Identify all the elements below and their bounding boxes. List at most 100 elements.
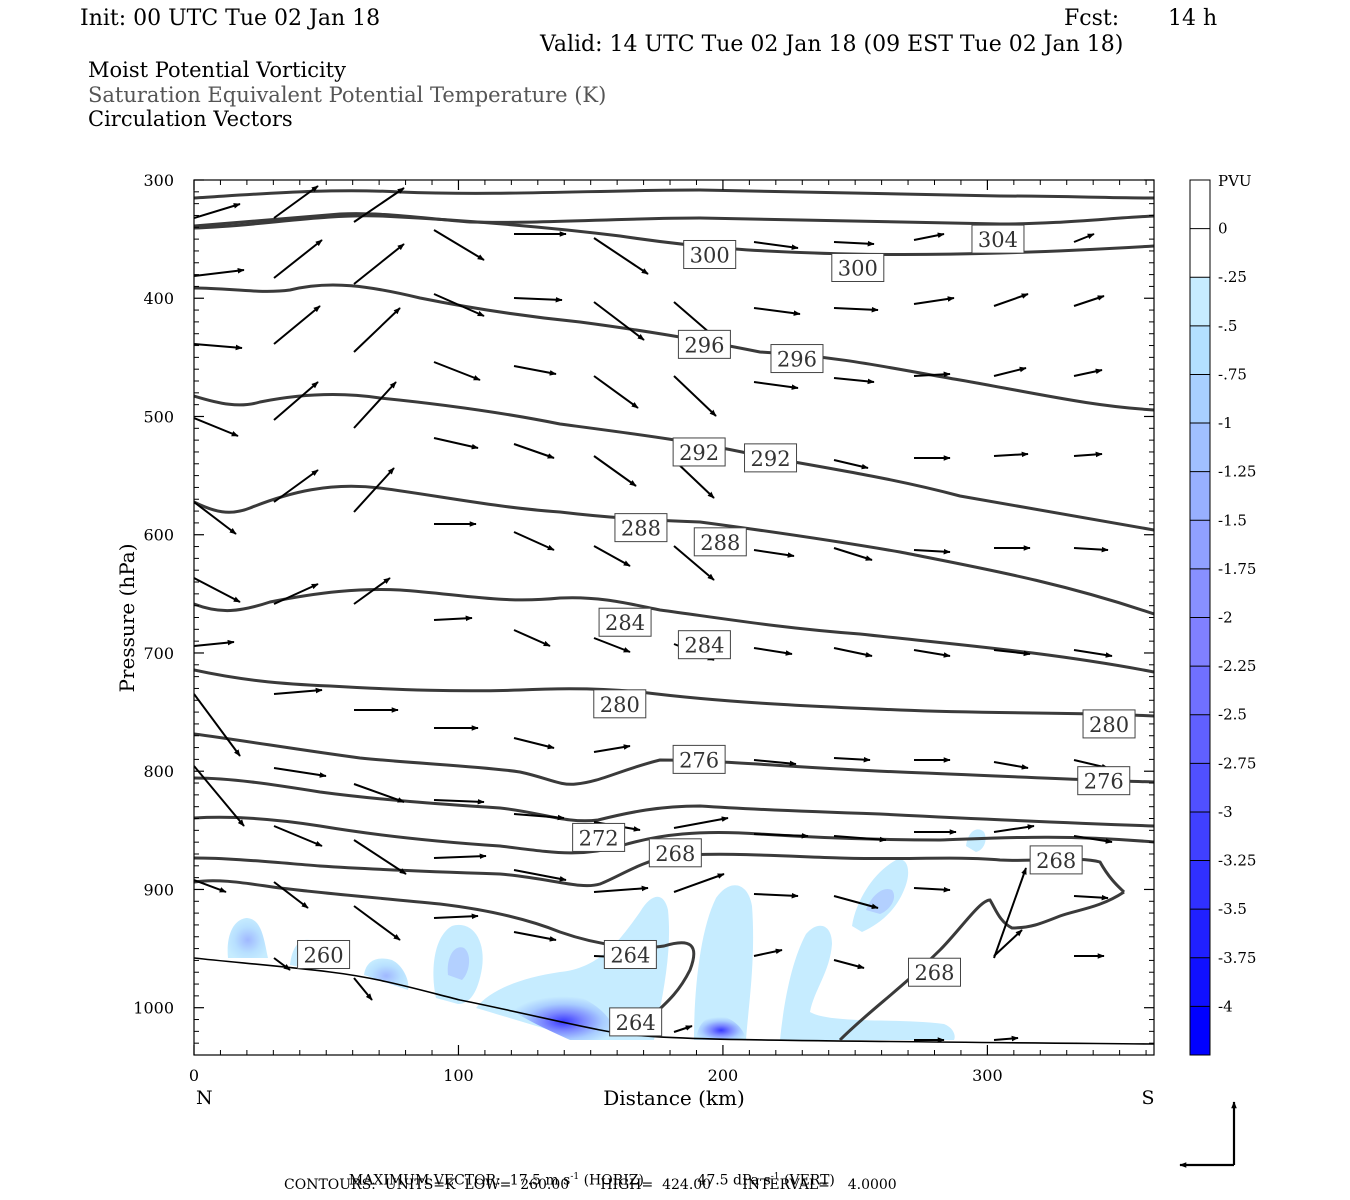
colorbar-swatch [1190,277,1210,327]
wind-vector-arrow [1073,233,1095,243]
wind-vector-arrow [833,377,875,385]
wind-vector-arrow [993,824,1035,833]
colorbar-label: -3.25 [1218,852,1256,870]
wind-vector-arrow [993,1035,1019,1042]
colorbar-label: -2 [1218,609,1233,627]
wind-vector-arrow [833,756,871,763]
contour-label-text: 276 [679,748,719,772]
contour-label-text: 288 [621,517,661,541]
wind-vector-arrow [833,306,879,313]
pv-area-5 [447,947,470,980]
wind-vector-arrow [753,307,801,316]
colorbar-label: -2.25 [1218,657,1256,675]
colorbar-label: -3.5 [1218,900,1247,918]
wind-vector-arrow [194,693,241,757]
x-end-left: N [196,1087,213,1109]
contour-label-text: 260 [304,943,344,967]
colorbar-label: -.25 [1218,268,1247,286]
wind-vector-arrow [353,783,405,803]
colorbar-swatch [1190,860,1210,910]
wind-vector-arrow [513,296,563,303]
contour-label: 300 [683,239,737,269]
wind-vector-arrow [753,647,793,656]
wind-vector-arrow [753,832,809,839]
horiz-tag: (HORIZ) [583,1172,644,1189]
wind-vector-arrow [753,759,797,767]
wind-vector-arrow [273,957,291,971]
contour-label: 264 [609,1007,663,1037]
wind-vector-arrow [1073,295,1105,307]
contour-label-text: 280 [1089,713,1129,737]
contour-label: 280 [593,689,647,719]
contour-label-box [648,838,702,868]
colorbar-swatch [1190,811,1210,862]
pv-area-13 [966,829,986,852]
wind-vector-arrow [833,240,875,247]
wind-vector-arrow [433,293,485,317]
wind-vector-arrow [753,549,795,558]
contour-label: 260 [297,939,351,969]
colorbar-swatch [1190,617,1210,667]
contour-label-box [603,939,657,969]
colorbar-swatch [1190,763,1210,813]
wind-vector-arrow [353,467,395,513]
colorbar-swatch [1190,666,1210,716]
contour-label-box [609,1007,663,1037]
wind-vector-arrow [513,869,567,882]
wind-vector-arrow [194,879,227,893]
colorbar-label: -1.75 [1218,560,1256,578]
wind-vector-arrow [353,187,405,223]
contour-label: 268 [907,957,961,987]
contour-label-box [297,939,351,969]
y-tick-label: 1000 [133,999,174,1018]
wind-vector-arrow [993,293,1029,307]
wind-vector-arrow [194,577,241,603]
contour-label-box [1029,845,1083,875]
contour-label-text: 284 [605,611,645,635]
wind-vector-arrow [753,892,799,899]
pv-area-8 [694,885,754,1040]
wind-vector-arrow [753,381,799,390]
contour-label-text: 300 [690,243,730,267]
contour-label: 276 [672,744,726,774]
wind-vector-arrow [513,813,565,821]
wind-vector-arrow [833,959,865,970]
colorbar-swatch [1190,909,1210,959]
contour-label: 288 [693,527,747,557]
contour-label-text: 296 [777,348,817,372]
wind-vector-arrow [513,365,557,376]
wind-vector-arrow [1073,894,1109,901]
x-tick-label: 0 [189,1066,199,1085]
wind-vector-arrow [913,371,951,378]
wind-vector-arrow [353,381,397,429]
wind-vector-arrow [353,243,405,285]
wind-vector-arrow [273,825,323,847]
contour-label-text: 268 [914,961,954,985]
contour-line [194,776,1154,828]
contour-line [194,668,1154,718]
wind-vector-arrow [833,459,869,470]
wind-vector-arrow [273,185,319,219]
contour-line [194,212,1154,228]
wind-vector-arrow [194,765,245,827]
title-theta-es: Saturation Equivalent Potential Temperat… [88,83,607,107]
contour-label-box [614,513,668,543]
contour-label-text: 264 [610,943,650,967]
colorbar-swatch [1190,471,1210,521]
contour-label: 264 [603,939,657,969]
contour-label-text: 304 [978,228,1018,252]
wind-vector-arrow [913,649,951,658]
y-tick-label: 500 [143,407,174,426]
y-tick-label: 400 [143,289,174,308]
contour-label-box [672,744,726,774]
contour-labels: 300 300 304 296 296 292 292 288 288 284 284 280 280 2… [297,224,1136,1037]
contour-label: 292 [672,437,726,467]
wind-vector-arrow [194,639,235,647]
colorbar-swatch [1190,228,1210,278]
wind-vector-arrow [433,853,487,860]
contour-label: 272 [572,822,626,852]
wind-vector-arrow [593,455,637,487]
x-tick-label: 200 [708,1066,739,1085]
wind-vector-arrow [1073,649,1113,658]
wind-vector-arrow [833,895,879,910]
